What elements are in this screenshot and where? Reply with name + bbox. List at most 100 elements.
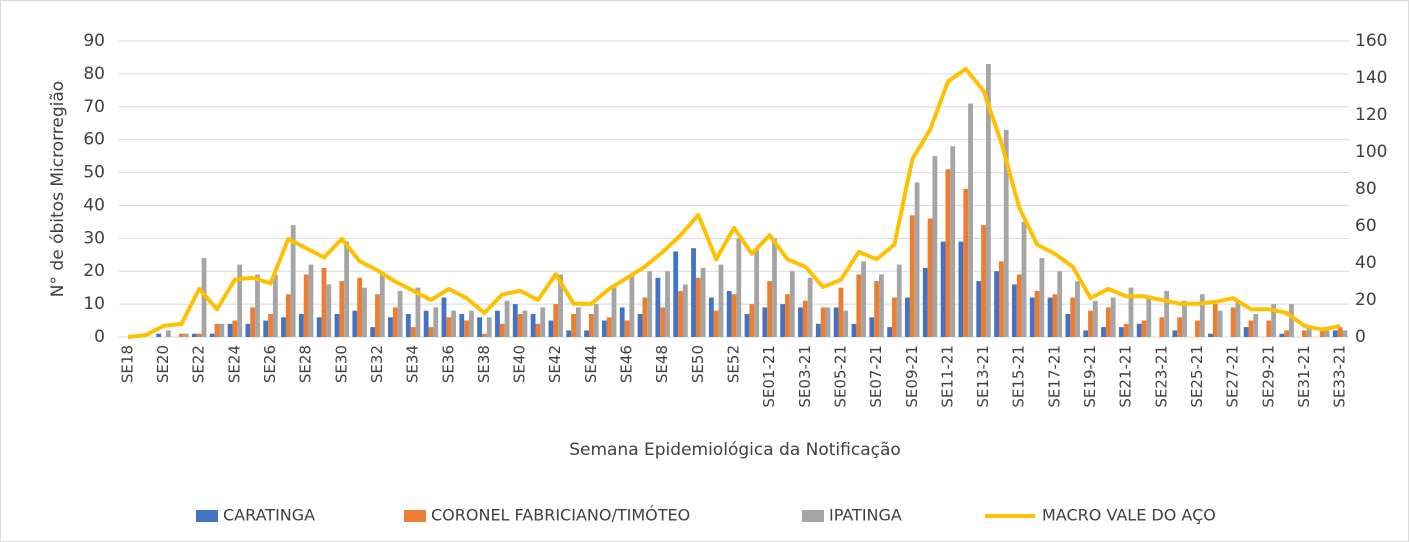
- bar: [459, 313, 465, 337]
- bar: [375, 294, 380, 337]
- bar: [1092, 300, 1098, 337]
- bar: [861, 261, 867, 337]
- bar: [798, 307, 803, 337]
- bar: [1164, 290, 1170, 337]
- legend-swatch: [196, 510, 218, 522]
- bar: [397, 290, 403, 337]
- x-tick-label: SE11-21: [938, 345, 956, 408]
- bar: [584, 330, 589, 337]
- bar: [588, 313, 594, 337]
- bar: [691, 248, 696, 337]
- x-tick-label: SE23-21: [1152, 345, 1170, 408]
- bar: [285, 294, 291, 337]
- bar: [1136, 323, 1142, 337]
- y-tick-label: 20: [83, 261, 105, 281]
- bar: [357, 277, 363, 337]
- bar: [232, 320, 238, 337]
- bar: [1172, 330, 1178, 337]
- bar: [820, 307, 826, 337]
- bar: [1337, 327, 1343, 337]
- y-tick-label: 10: [83, 294, 105, 314]
- bar: [642, 297, 648, 337]
- bar: [940, 241, 946, 337]
- bar: [558, 274, 563, 337]
- bar: [486, 317, 492, 337]
- bar: [1199, 294, 1205, 337]
- bar: [290, 225, 296, 337]
- bar: [1279, 333, 1285, 337]
- bar: [1016, 274, 1022, 337]
- bar: [807, 277, 813, 337]
- bar: [1235, 300, 1241, 337]
- bar: [1128, 287, 1134, 337]
- x-tick-label: SE42: [546, 345, 564, 383]
- x-tick-label: SE03-21: [796, 345, 814, 408]
- legend-swatch: [802, 510, 824, 522]
- bar: [535, 323, 541, 337]
- bar: [1208, 333, 1213, 337]
- bar: [1110, 297, 1116, 337]
- bar: [665, 271, 670, 337]
- bar: [298, 313, 304, 337]
- x-tick-label: SE48: [653, 345, 671, 383]
- x-tick-label: SE19-21: [1081, 345, 1099, 408]
- bar: [1182, 300, 1187, 337]
- x-tick-label: SE38: [475, 345, 493, 383]
- bar: [985, 64, 991, 338]
- bar: [227, 323, 233, 337]
- bar: [726, 290, 732, 337]
- bar: [344, 241, 350, 337]
- bar: [802, 300, 808, 337]
- bar: [838, 287, 844, 337]
- bar: [927, 218, 933, 337]
- bar: [209, 333, 215, 337]
- bar: [994, 271, 999, 337]
- y-tick-label: 90: [83, 31, 105, 51]
- y2-tick-label: 100: [1355, 142, 1387, 162]
- bar: [606, 317, 612, 337]
- bar: [678, 290, 683, 337]
- bar: [219, 323, 225, 337]
- bar: [682, 284, 688, 337]
- bar: [780, 304, 786, 337]
- bar: [334, 313, 340, 337]
- bar: [660, 307, 666, 337]
- bar: [379, 274, 385, 337]
- bar: [851, 323, 857, 337]
- bar: [316, 317, 322, 337]
- bar: [410, 327, 416, 337]
- bar: [629, 274, 635, 337]
- x-tick-label: SE22: [190, 345, 208, 383]
- bar: [1177, 317, 1183, 337]
- x-tick-label: SE33-21: [1331, 345, 1349, 408]
- bar: [879, 274, 884, 337]
- bar: [593, 304, 599, 337]
- bar: [611, 287, 617, 337]
- bar: [1029, 297, 1035, 337]
- bar: [522, 310, 528, 337]
- bar: [1342, 330, 1348, 337]
- x-axis-title: Semana Epidemiológica da Notificação: [569, 440, 901, 460]
- x-tick-label: SE15-21: [1010, 345, 1028, 408]
- bar: [945, 169, 951, 337]
- bar: [392, 307, 398, 337]
- bar: [655, 277, 661, 337]
- bar: [178, 333, 184, 337]
- bar: [156, 333, 162, 337]
- bar: [815, 323, 821, 337]
- legend-swatch: [404, 510, 426, 522]
- y2-tick-label: 160: [1355, 31, 1387, 51]
- x-tick-label: SE34: [404, 345, 422, 383]
- bar: [499, 323, 505, 337]
- bar: [1324, 330, 1330, 337]
- bar: [245, 323, 251, 337]
- x-tick-label: SE20: [154, 345, 172, 383]
- bar: [512, 304, 518, 337]
- x-tick-label: SE52: [725, 345, 743, 383]
- bar: [446, 317, 452, 337]
- bar: [477, 317, 483, 337]
- y-tick-label: 70: [83, 97, 105, 117]
- y2-tick-label: 60: [1355, 216, 1377, 236]
- bar: [1070, 297, 1076, 337]
- bar: [1195, 320, 1200, 337]
